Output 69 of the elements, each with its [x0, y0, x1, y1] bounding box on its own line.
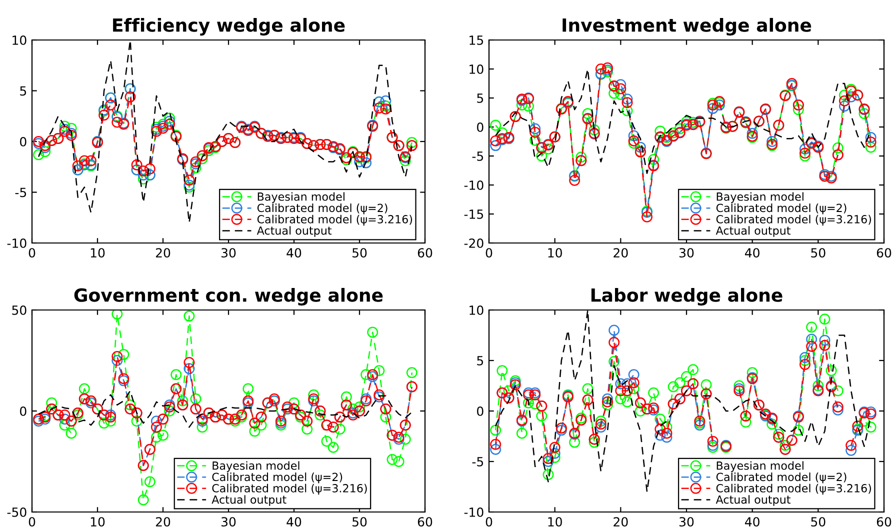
x-tick-label: 0: [28, 517, 36, 527]
y-tick-label: -15: [464, 210, 484, 219]
legend-label: Calibrated model (ψ=2): [257, 204, 388, 214]
y-tick-label: -50: [7, 507, 26, 517]
x-tick-label: 10: [90, 517, 105, 527]
x-tick-label: 10: [548, 517, 562, 527]
x-tick-label: 20: [156, 517, 170, 527]
x-tick-label: 40: [286, 248, 302, 258]
y-tick-label: 10: [470, 64, 484, 74]
legend-label: Calibrated model (ψ=2): [212, 472, 342, 484]
x-tick-label: 60: [876, 248, 892, 258]
x-tick-label: 30: [222, 517, 236, 527]
y-tick-label: 5: [477, 356, 484, 366]
x-tick-label: 50: [352, 517, 367, 527]
y-tick-label: 10: [12, 35, 26, 45]
y-tick-label: 0: [20, 406, 26, 416]
x-tick-label: 20: [614, 517, 628, 527]
x-tick-label: 40: [744, 517, 760, 527]
legend-label: Calibrated model (ψ=3.216): [212, 484, 367, 495]
y-tick-label: -20: [464, 238, 484, 248]
x-tick-label: 30: [222, 248, 236, 258]
x-tick-label: 0: [486, 248, 492, 258]
legend-label: Bayesian model: [212, 461, 300, 472]
y-tick-label: -10: [464, 507, 484, 517]
y-tick-label: 0: [477, 406, 484, 416]
y-tick-label: -10: [7, 238, 26, 248]
x-tick-label: 60: [418, 517, 432, 527]
legend-label: Calibrated model (ψ=2): [716, 472, 846, 484]
legend-label: Calibrated model (ψ=3.216): [716, 484, 872, 495]
x-tick-label: 30: [680, 248, 694, 258]
x-tick-label: 20: [156, 248, 170, 258]
y-tick-label: 0: [20, 136, 26, 146]
legend-label: Actual output: [716, 495, 790, 506]
legend-label: Bayesian model: [258, 192, 344, 203]
x-tick-label: 10: [548, 248, 562, 258]
x-tick-label: 30: [680, 517, 694, 527]
x-tick-label: 60: [876, 517, 892, 527]
y-tick-label: -5: [15, 188, 26, 198]
x-tick-label: 50: [811, 517, 826, 527]
legend-label: Calibrated model (ψ=3.216): [257, 214, 412, 226]
y-tick-label: 15: [470, 36, 484, 45]
y-tick-label: -10: [464, 180, 484, 190]
legend-label: Calibrated model (ψ=2): [716, 204, 846, 214]
legend-label: Actual output: [212, 495, 286, 506]
legend-label: Actual output: [256, 226, 332, 237]
x-tick-label: 40: [744, 248, 760, 258]
y-tick-label: 5: [20, 86, 26, 96]
x-tick-label: 50: [811, 248, 826, 258]
y-tick-label: 5: [477, 94, 484, 103]
x-tick-label: 10: [90, 248, 105, 258]
chart-title: Government con. wedge alone: [74, 288, 383, 306]
x-tick-label: 0: [486, 517, 492, 527]
y-tick-label: 50: [12, 305, 26, 315]
x-tick-label: 40: [286, 517, 302, 527]
x-tick-label: 20: [614, 248, 628, 258]
x-tick-label: 0: [28, 248, 36, 258]
y-tick-label: 10: [470, 305, 484, 315]
x-tick-label: 50: [352, 248, 367, 258]
legend-label: Bayesian model: [716, 192, 804, 203]
chart-title: Efficiency wedge alone: [113, 18, 345, 36]
chart-title: Investment wedge alone: [562, 18, 812, 36]
legend-label: Actual output: [716, 226, 790, 237]
x-tick-label: 60: [418, 248, 432, 258]
chart-title: Labor wedge alone: [591, 288, 782, 306]
y-tick-label: -5: [472, 457, 484, 466]
legend-label: Calibrated model (ψ=3.216): [716, 214, 872, 226]
y-tick-label: 0: [477, 122, 484, 132]
y-tick-label: -5: [472, 152, 484, 161]
legend-label: Bayesian model: [716, 461, 804, 472]
